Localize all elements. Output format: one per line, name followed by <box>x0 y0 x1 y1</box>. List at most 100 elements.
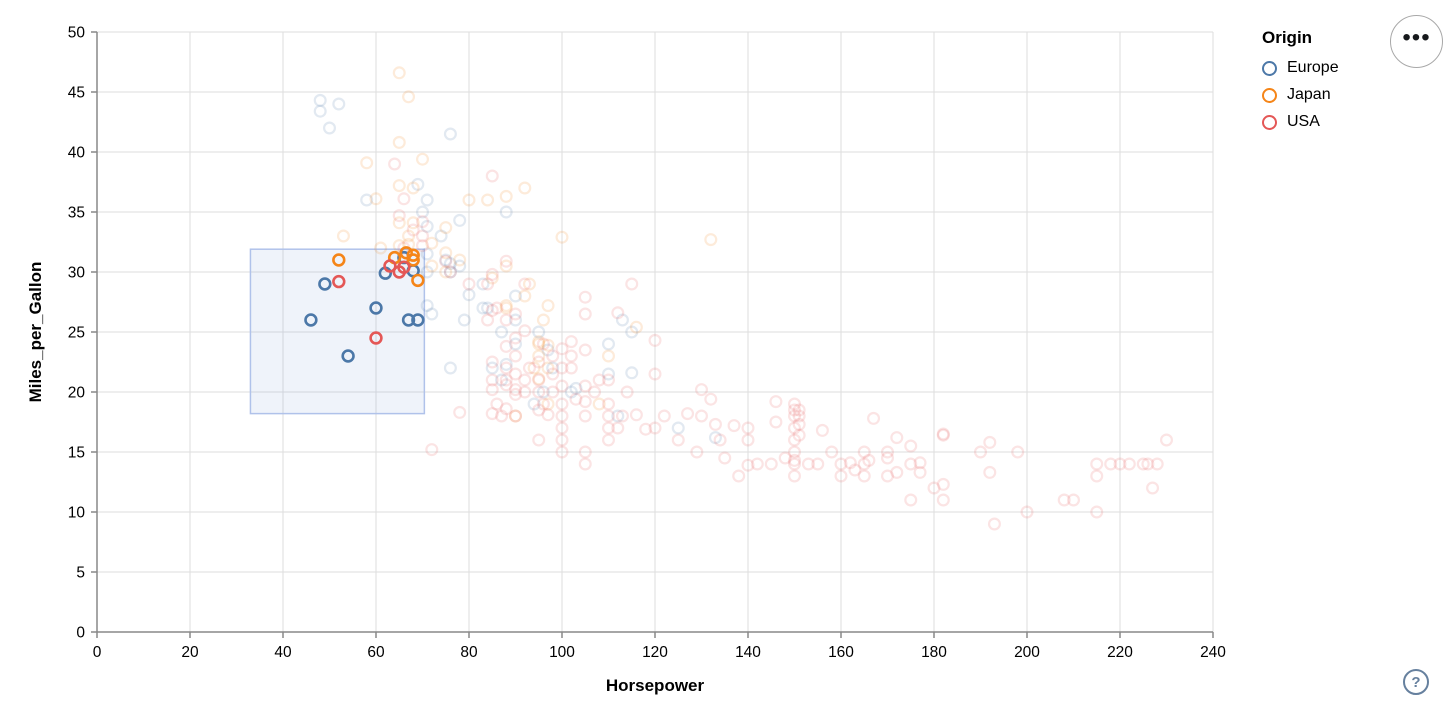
data-point[interactable] <box>406 216 420 230</box>
data-point[interactable] <box>704 233 718 247</box>
data-point[interactable] <box>546 385 560 399</box>
data-point[interactable] <box>778 451 792 465</box>
data-point[interactable] <box>443 265 457 279</box>
data-point[interactable] <box>694 383 708 397</box>
data-point[interactable] <box>769 395 783 409</box>
data-point[interactable] <box>880 445 894 459</box>
data-point[interactable] <box>541 338 555 352</box>
data-point[interactable] <box>708 431 722 445</box>
data-point[interactable] <box>439 221 453 235</box>
data-point[interactable] <box>1159 433 1173 447</box>
data-point[interactable] <box>1057 493 1071 507</box>
data-point[interactable] <box>681 407 695 421</box>
data-point[interactable] <box>462 288 476 302</box>
data-point[interactable] <box>425 307 439 321</box>
data-point[interactable] <box>601 421 615 435</box>
data-point[interactable] <box>708 417 722 431</box>
data-point[interactable] <box>499 357 513 371</box>
data-point[interactable] <box>564 361 578 375</box>
data-point[interactable] <box>564 385 578 399</box>
data-point[interactable] <box>509 367 523 381</box>
data-point[interactable] <box>713 433 727 447</box>
data-point[interactable] <box>546 367 560 381</box>
data-point[interactable] <box>787 457 801 471</box>
data-point[interactable] <box>392 135 406 149</box>
data-point[interactable] <box>801 457 815 471</box>
data-point[interactable] <box>927 481 941 495</box>
data-point[interactable] <box>518 385 532 399</box>
data-point[interactable] <box>578 290 592 304</box>
data-point[interactable] <box>425 259 439 273</box>
data-point[interactable] <box>509 307 523 321</box>
data-point[interactable] <box>476 301 490 315</box>
data-point[interactable] <box>518 277 532 291</box>
data-point[interactable] <box>601 337 615 351</box>
data-point[interactable] <box>625 366 639 380</box>
data-point[interactable] <box>392 239 406 253</box>
data-point[interactable] <box>1150 457 1164 471</box>
data-point[interactable] <box>522 277 536 291</box>
data-point[interactable] <box>485 303 499 317</box>
data-point[interactable] <box>392 209 406 223</box>
data-point[interactable] <box>648 333 662 347</box>
data-point[interactable] <box>453 213 467 227</box>
data-point[interactable] <box>392 179 406 193</box>
data-point[interactable] <box>625 277 639 291</box>
data-point[interactable] <box>1090 505 1104 519</box>
data-point[interactable] <box>764 457 778 471</box>
data-point[interactable] <box>787 445 801 459</box>
data-point[interactable] <box>425 236 439 250</box>
data-point[interactable] <box>541 299 555 313</box>
data-point[interactable] <box>490 397 504 411</box>
data-point[interactable] <box>536 313 550 327</box>
data-point[interactable] <box>439 254 453 268</box>
data-point[interactable] <box>499 402 513 416</box>
data-point[interactable] <box>936 493 950 507</box>
data-point[interactable] <box>1122 457 1136 471</box>
data-point[interactable] <box>546 361 560 375</box>
data-point[interactable] <box>787 397 801 411</box>
data-point[interactable] <box>1090 469 1104 483</box>
data-point-selected[interactable] <box>397 260 411 274</box>
data-point[interactable] <box>629 408 643 422</box>
data-point[interactable] <box>402 90 416 104</box>
data-point[interactable] <box>880 451 894 465</box>
data-point[interactable] <box>499 254 513 268</box>
data-point[interactable] <box>792 417 806 431</box>
data-point[interactable] <box>490 301 504 315</box>
data-point[interactable] <box>546 349 560 363</box>
data-point[interactable] <box>578 409 592 423</box>
data-point[interactable] <box>1011 445 1025 459</box>
data-point-selected[interactable] <box>369 331 383 345</box>
data-point[interactable] <box>481 193 495 207</box>
data-point[interactable] <box>834 457 848 471</box>
data-point[interactable] <box>439 265 453 279</box>
data-point[interactable] <box>532 337 546 351</box>
help-button[interactable]: ? <box>1403 669 1429 695</box>
menu-button[interactable]: ••• <box>1390 15 1443 68</box>
data-point[interactable] <box>769 415 783 429</box>
data-point[interactable] <box>499 361 513 375</box>
data-point[interactable] <box>727 419 741 433</box>
data-point[interactable] <box>825 445 839 459</box>
data-point[interactable] <box>904 457 918 471</box>
data-point[interactable] <box>601 433 615 447</box>
data-point[interactable] <box>509 409 523 423</box>
data-point[interactable] <box>509 387 523 401</box>
data-point[interactable] <box>443 127 457 141</box>
data-point[interactable] <box>913 456 927 470</box>
data-point[interactable] <box>601 373 615 387</box>
data-point-selected[interactable] <box>304 313 318 327</box>
data-point[interactable] <box>453 259 467 273</box>
data-point[interactable] <box>481 301 495 315</box>
data-point[interactable] <box>611 421 625 435</box>
data-point[interactable] <box>541 343 555 357</box>
data-point[interactable] <box>499 301 513 315</box>
data-point[interactable] <box>420 299 434 313</box>
data-point[interactable] <box>1113 457 1127 471</box>
data-point[interactable] <box>509 313 523 327</box>
data-point[interactable] <box>601 367 615 381</box>
data-point[interactable] <box>1090 457 1104 471</box>
data-point[interactable] <box>439 246 453 260</box>
data-point-selected[interactable] <box>406 253 420 267</box>
